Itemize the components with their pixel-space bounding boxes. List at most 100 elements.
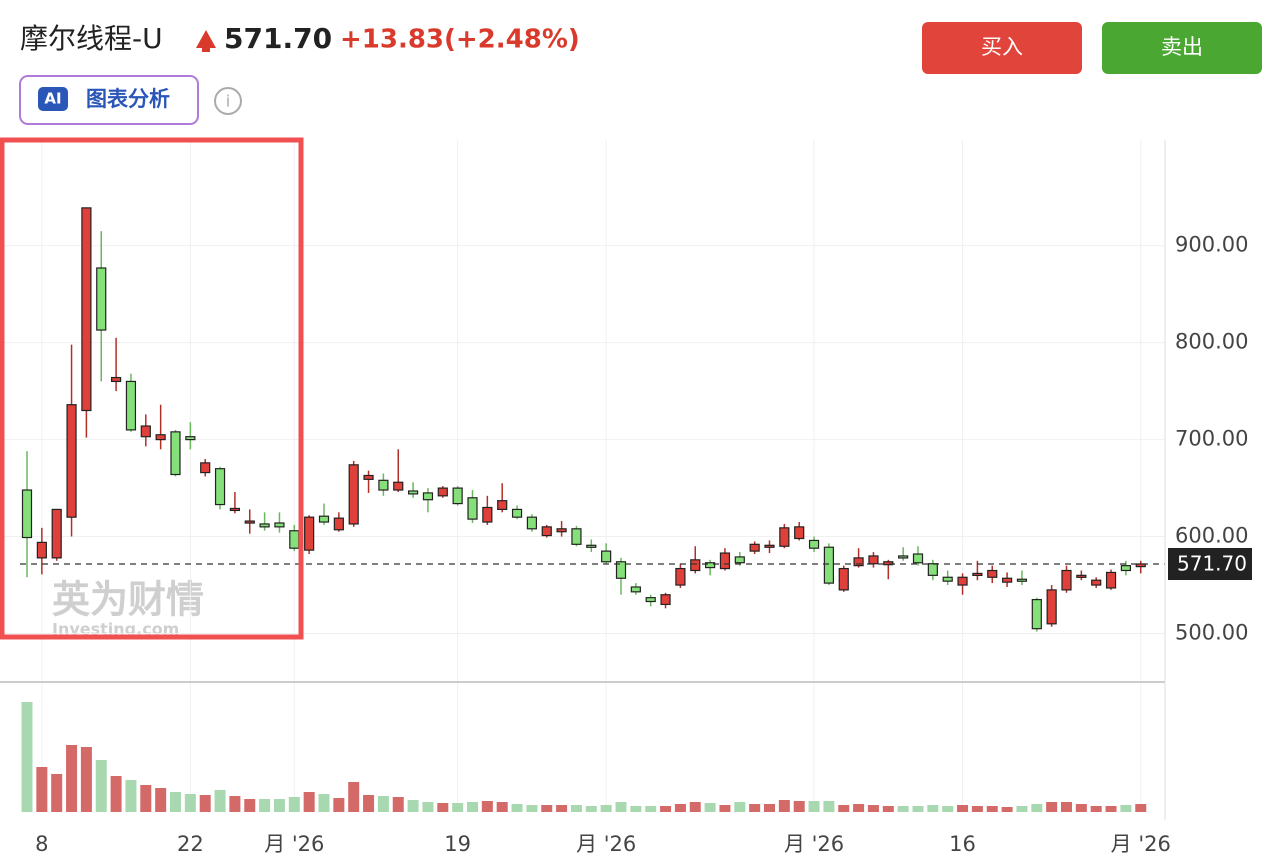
- candle-body: [244, 520, 255, 524]
- y-tick-label: 900.00: [1175, 233, 1248, 257]
- candle-body: [734, 556, 745, 564]
- volume-bar: [957, 805, 969, 812]
- candle-body: [66, 404, 77, 518]
- x-tick-label: 月 '26: [264, 832, 324, 856]
- candle-body: [482, 506, 493, 523]
- candle-body: [556, 528, 567, 533]
- candle-body: [304, 516, 315, 551]
- candle-body: [526, 516, 538, 530]
- candle-body: [200, 462, 211, 474]
- volume-bar: [244, 799, 256, 812]
- change: +13.83: [340, 25, 444, 55]
- volume-bar: [259, 799, 271, 812]
- volume-bar: [407, 800, 419, 812]
- candle-body: [838, 567, 849, 591]
- stock-name: 摩尔线程-U: [20, 22, 163, 55]
- candle-body: [452, 487, 463, 505]
- volume-bar: [452, 803, 464, 812]
- volume-bar: [986, 806, 998, 812]
- candle-body: [794, 526, 805, 540]
- highlight-box: [0, 137, 304, 640]
- volume-bar: [214, 790, 226, 812]
- volume-bar: [1016, 806, 1028, 812]
- volume-bar: [273, 799, 285, 812]
- volume-bar: [1135, 804, 1147, 812]
- candle-body: [823, 546, 835, 584]
- x-tick-label: 8: [35, 832, 48, 856]
- candle-body: [229, 507, 240, 512]
- volume-bar: [734, 802, 746, 812]
- candle-body: [868, 555, 879, 565]
- x-tick-label: 月 '26: [1111, 832, 1171, 856]
- candle-body: [185, 436, 196, 441]
- candle-body: [1046, 589, 1057, 625]
- candle-body: [467, 497, 478, 520]
- candle-body: [333, 517, 344, 531]
- candle-body: [675, 567, 686, 586]
- volume-bar: [1061, 802, 1072, 812]
- volume-bar: [749, 804, 761, 812]
- candle-body: [987, 569, 998, 578]
- candle-body: [259, 523, 270, 528]
- y-tick-label: 500.00: [1175, 621, 1248, 645]
- candle-body: [808, 539, 820, 549]
- volume-bar: [704, 803, 716, 812]
- volume-bar: [541, 805, 553, 812]
- candle-body: [1061, 569, 1072, 591]
- y-tick-label: 800.00: [1175, 330, 1248, 354]
- volume-bar: [422, 802, 434, 812]
- y-tick-label: 700.00: [1175, 427, 1248, 451]
- volume-bar: [467, 802, 478, 812]
- volume-bar: [719, 805, 731, 812]
- volume-bar: [303, 792, 315, 812]
- candle-body: [214, 468, 226, 506]
- volume-bar: [1001, 807, 1013, 812]
- candle-body: [497, 500, 508, 511]
- candle-body: [957, 576, 968, 586]
- volume-bar: [645, 806, 657, 812]
- volume-bar: [333, 798, 345, 812]
- candle-body: [125, 380, 137, 431]
- x-tick-label: 月 '26: [576, 832, 636, 856]
- volume-bar: [838, 805, 850, 812]
- candle-body: [690, 559, 701, 572]
- volume-bar: [66, 745, 78, 812]
- volume-bar: [867, 805, 879, 812]
- info-icon[interactable]: [214, 87, 242, 115]
- x-tick-label: 16: [949, 832, 976, 856]
- candle-body: [140, 425, 151, 438]
- candle-body: [378, 479, 389, 491]
- volume-bar: [764, 804, 775, 812]
- buy-button[interactable]: [922, 22, 1082, 74]
- candle-body: [155, 434, 166, 441]
- candle-body: [942, 576, 953, 582]
- volume-bar: [363, 795, 375, 812]
- candle-body: [408, 490, 419, 495]
- volume-bar: [630, 806, 642, 812]
- volume-bar: [853, 804, 865, 812]
- candle-body: [972, 572, 983, 577]
- volume-bar: [556, 805, 568, 812]
- volume-bar: [808, 801, 820, 812]
- volume-bar: [80, 747, 92, 812]
- volume-bar: [778, 800, 790, 812]
- candle-body: [719, 552, 731, 570]
- candle-body: [1120, 565, 1132, 572]
- volume-bar: [184, 794, 196, 812]
- x-tick-label: 月 '26: [784, 832, 844, 856]
- x-tick-label: 19: [444, 832, 471, 856]
- ai-label: 图表分析: [86, 87, 170, 111]
- candle-body: [96, 267, 107, 331]
- volume-bar: [912, 806, 924, 812]
- volume-bar: [897, 806, 909, 812]
- volume-bar: [674, 804, 686, 812]
- candle-body: [883, 561, 894, 566]
- volume-bar: [823, 801, 835, 812]
- candle-body: [1135, 563, 1146, 568]
- info-i: i: [226, 92, 230, 111]
- sell-button[interactable]: [1102, 22, 1262, 74]
- candle-body: [393, 481, 404, 491]
- candle-body: [645, 597, 656, 603]
- candle-body: [1076, 574, 1087, 578]
